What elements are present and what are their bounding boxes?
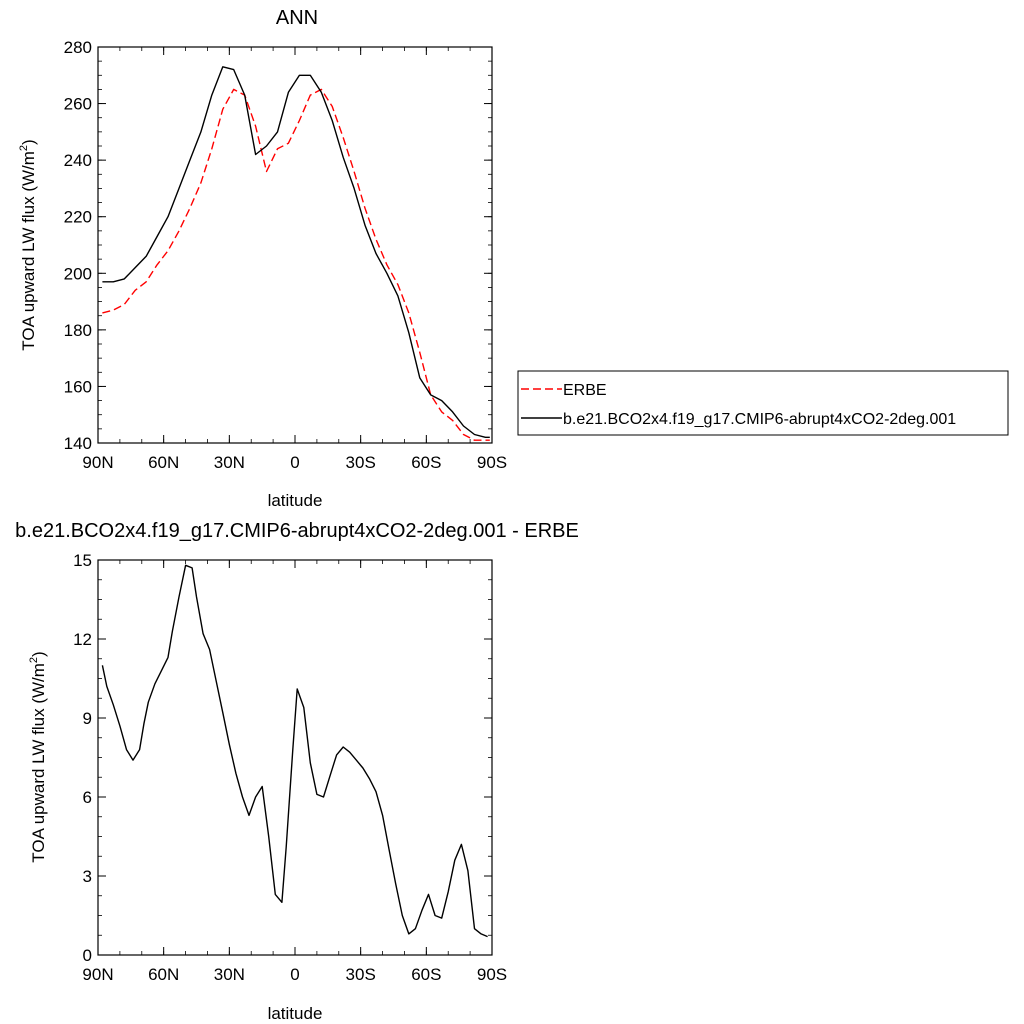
difference-y-tick-label: 3	[83, 867, 92, 886]
flux-y-axis-label: TOA upward LW flux (W/m2)	[18, 139, 38, 350]
difference-chart-title: b.e21.BCO2x4.f19_g17.CMIP6-abrupt4xCO2-2…	[15, 520, 579, 542]
legend-label-model: b.e21.BCO2x4.f19_g17.CMIP6-abrupt4xCO2-2…	[563, 411, 956, 428]
flux-series-group	[102, 66, 490, 441]
flux-series-line-b-e21-bco2x4-f19-g17-cmip6-abrupt4xco2-2deg-001	[102, 66, 490, 438]
flux-x-tick-label: 0	[290, 453, 299, 472]
flux-y-tick-label: 240	[64, 151, 92, 170]
difference-x-tick-label: 30N	[214, 965, 245, 984]
difference-y-axis-label: TOA upward LW flux (W/m2)	[28, 651, 48, 862]
flux-x-tick-label: 30S	[346, 453, 376, 472]
difference-y-tick-label: 0	[83, 946, 92, 965]
flux-series-line-erbe	[102, 88, 490, 441]
flux-x-axis-label: latitude	[268, 491, 323, 510]
flux-x-tick-label: 60S	[411, 453, 441, 472]
legend-box	[517, 370, 1009, 436]
difference-y-tick-label: 15	[73, 551, 92, 570]
flux-panel: ANN 90N 60N 30N 0 30S 60S 90S 140 160 180 200 220 24…	[18, 7, 1009, 510]
difference-x-tick-label: 0	[290, 965, 299, 984]
difference-plot-frame	[97, 559, 493, 956]
flux-y-tick-label: 160	[64, 377, 92, 396]
difference-series-group	[101, 564, 488, 938]
flux-x-tick-label: 30N	[214, 453, 245, 472]
flux-ticks: 90N 60N 30N 0 30S 60S 90S 140 160 180 200 220 240 260…	[64, 38, 508, 472]
flux-plot-frame	[97, 46, 493, 444]
flux-y-tick-label: 260	[64, 95, 92, 114]
difference-x-tick-label: 60S	[411, 965, 441, 984]
legend: ERBE b.e21.BCO2x4.f19_g17.CMIP6-abrupt4x…	[517, 370, 1009, 436]
flux-x-tick-label: 90S	[477, 453, 507, 472]
difference-ticks: 90N 60N 30N 0 30S 60S 90S 0 3 6 9 12 15	[73, 551, 507, 984]
difference-series-line-difference	[101, 564, 488, 938]
flux-y-tick-label: 220	[64, 208, 92, 227]
flux-x-tick-label: 60N	[148, 453, 179, 472]
difference-x-axis-label: latitude	[268, 1004, 323, 1023]
difference-y-tick-label: 9	[83, 709, 92, 728]
flux-chart-title: ANN	[276, 7, 318, 29]
legend-label-erbe: ERBE	[563, 382, 607, 399]
difference-x-tick-label: 90S	[477, 965, 507, 984]
flux-y-tick-label: 200	[64, 264, 92, 283]
difference-y-tick-label: 6	[83, 788, 92, 807]
flux-y-tick-label: 140	[64, 434, 92, 453]
flux-x-tick-label: 90N	[82, 453, 113, 472]
flux-y-tick-label: 280	[64, 38, 92, 57]
difference-x-tick-label: 90N	[82, 965, 113, 984]
flux-y-tick-label: 180	[64, 321, 92, 340]
difference-x-tick-label: 60N	[148, 965, 179, 984]
difference-panel: b.e21.BCO2x4.f19_g17.CMIP6-abrupt4xCO2-2…	[15, 520, 579, 1023]
difference-x-tick-label: 30S	[346, 965, 376, 984]
difference-y-tick-label: 12	[73, 630, 92, 649]
